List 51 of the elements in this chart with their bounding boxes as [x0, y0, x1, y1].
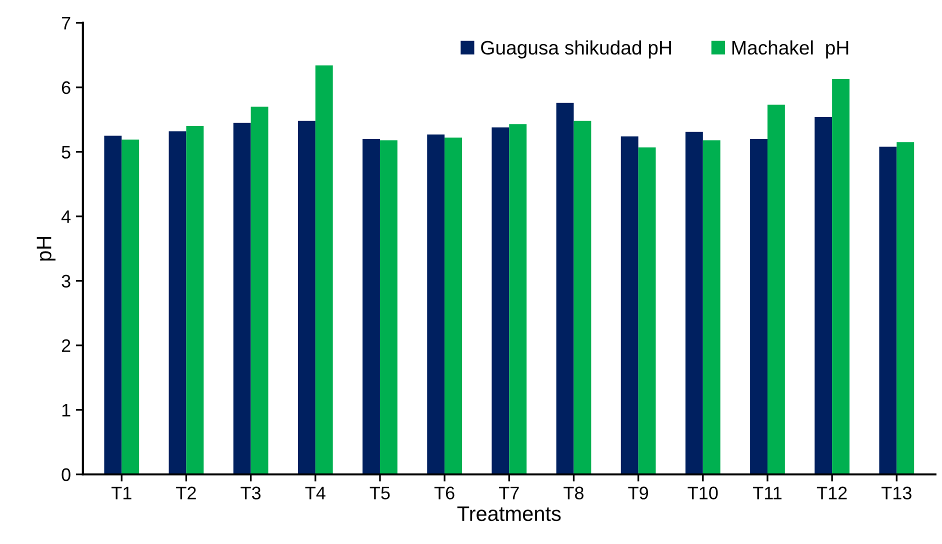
- x-axis-title: Treatments: [457, 506, 561, 522]
- bar: [509, 124, 527, 474]
- bar: [685, 132, 703, 474]
- bar: [250, 106, 268, 474]
- bar: [620, 136, 638, 474]
- bar: [104, 136, 122, 474]
- x-tick-label: T2: [176, 486, 196, 500]
- x-tick-label: T6: [434, 486, 454, 500]
- bar: [233, 122, 251, 474]
- bar: [702, 140, 720, 474]
- bar: [750, 138, 768, 474]
- bar: [832, 78, 850, 474]
- x-tick-label: T4: [305, 486, 326, 500]
- x-tick-label: T8: [564, 486, 584, 500]
- x-tick-label: T12: [816, 486, 847, 500]
- y-tick-label: 4: [61, 210, 71, 223]
- bar: [896, 142, 914, 474]
- x-tick-label: T9: [628, 486, 648, 500]
- legend-label: Guagusa shikudad pH: [481, 40, 671, 58]
- x-tick-label: T1: [112, 486, 132, 500]
- y-tick-label: 3: [62, 274, 70, 288]
- x-tick-label: T13: [882, 486, 912, 500]
- bar: [767, 104, 785, 474]
- bar: [362, 138, 380, 474]
- y-tick-label: 1: [62, 404, 70, 416]
- bar: [186, 126, 204, 474]
- bar: [444, 138, 462, 474]
- y-tick-label: 2: [62, 339, 70, 352]
- bar: [574, 120, 592, 474]
- bar: [492, 127, 510, 474]
- bar: [315, 65, 333, 474]
- x-tick-label: T11: [753, 486, 782, 500]
- bar: [298, 120, 316, 474]
- bar: [638, 147, 656, 474]
- legend-label: Machakel pH: [732, 40, 848, 58]
- y-tick-label: 7: [62, 16, 70, 30]
- bar: [168, 131, 186, 474]
- x-tick-label: T3: [240, 486, 261, 500]
- bar: [556, 102, 574, 474]
- y-axis-title: pH: [36, 236, 56, 261]
- bar: [427, 134, 445, 474]
- y-tick-label: 6: [62, 81, 70, 94]
- x-tick-label: T10: [688, 486, 718, 500]
- bar: [879, 146, 897, 474]
- x-tick-label: T5: [370, 486, 390, 500]
- bar: [122, 140, 140, 474]
- y-tick-label: 5: [62, 146, 70, 159]
- bar: [380, 140, 398, 474]
- bar: [814, 117, 832, 474]
- y-tick-label: 0: [62, 468, 70, 482]
- x-tick-label: T7: [499, 486, 519, 500]
